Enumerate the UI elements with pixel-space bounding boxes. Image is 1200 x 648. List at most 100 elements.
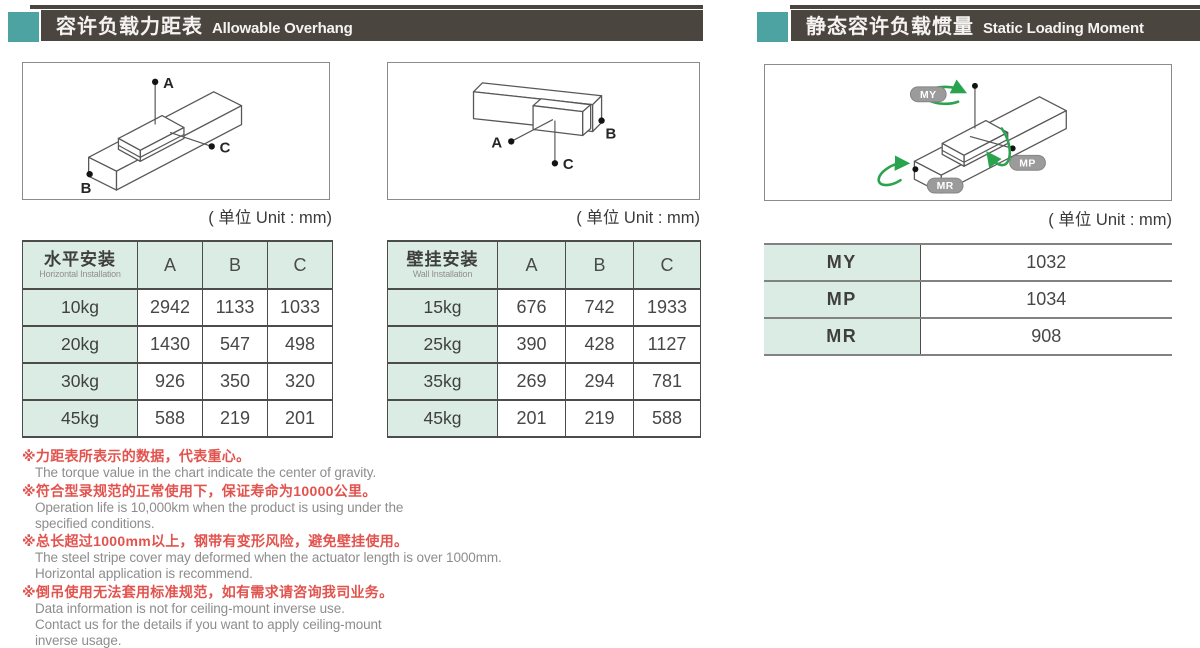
- dim-point-a: [151, 78, 159, 86]
- table-row: 45kg 201 219 588: [387, 399, 701, 438]
- dim-label-b: B: [81, 181, 92, 197]
- load-cell: 15kg: [387, 288, 498, 327]
- note-zh-line: ※倒吊使用无法套用标准规范，如有需求请咨询我司业务。: [22, 583, 394, 600]
- load-cell: 45kg: [387, 399, 498, 438]
- load-cell: 30kg: [22, 362, 138, 401]
- load-cell: 35kg: [387, 362, 498, 401]
- value-cell: 742: [565, 288, 634, 327]
- value-cell: 428: [565, 325, 634, 364]
- value-cell: 390: [497, 325, 566, 364]
- dim-point-b: [86, 171, 93, 178]
- diagram-loading-moment: MY MP MR: [764, 64, 1172, 201]
- value-cell: 498: [267, 325, 333, 364]
- header-static-loading-moment: 静态容许负载惯量 Static Loading Moment: [791, 10, 1200, 41]
- table-wall-installation: 壁挂安装 Wall Installation A B C 15kg 676 74…: [387, 240, 701, 438]
- value-cell: 320: [267, 362, 333, 401]
- rotation-arrow-mr: [877, 155, 911, 187]
- table-header-zh: 壁挂安装: [406, 250, 479, 269]
- dim-label-c: C: [563, 157, 574, 173]
- dim-point-b: [598, 117, 605, 124]
- value-cell: 219: [202, 399, 268, 438]
- value-cell: 294: [565, 362, 634, 401]
- note-en-line: inverse usage.: [35, 632, 122, 648]
- badge-mp-label: MP: [1019, 158, 1036, 169]
- load-cell: 20kg: [22, 325, 138, 364]
- table-header-en: Wall Installation: [412, 269, 473, 279]
- header-right-accent-square: [757, 12, 788, 42]
- unit-label-horizontal: ( 单位 Unit : mm): [208, 209, 332, 227]
- load-cell: 10kg: [22, 288, 138, 327]
- header-left-title-en: Allowable Overhang: [212, 20, 353, 37]
- wall-actuator-drawing: A C B: [472, 82, 617, 173]
- badge-mr: [926, 177, 964, 194]
- table-row: 35kg 269 294 781: [387, 362, 701, 401]
- value-cell: 588: [633, 399, 701, 438]
- value-cell: 269: [497, 362, 566, 401]
- table-horizontal-installation: 水平安装 Horizontal Installation A B C 10kg …: [22, 240, 333, 438]
- note-en-line: Contact us for the details if you want t…: [35, 616, 382, 632]
- footnotes: ※力距表所表示的数据，代表重心。 The torque value in the…: [22, 446, 582, 648]
- value-cell: 1033: [267, 288, 333, 327]
- unit-label-wall: ( 单位 Unit : mm): [576, 209, 700, 227]
- note-zh-line: ※符合型录规范的正常使用下，保证寿命为10000公里。: [22, 482, 377, 499]
- value-cell: 547: [202, 325, 268, 364]
- value-cell: 1127: [633, 325, 701, 364]
- table-row: MY 1032: [764, 243, 1172, 282]
- value-cell: 350: [202, 362, 268, 401]
- value-cell: 588: [137, 399, 203, 438]
- table-row: MR 908: [764, 317, 1172, 356]
- table-row: 10kg 2942 1133 1033: [22, 288, 333, 327]
- header-left-topline: [30, 5, 703, 9]
- dim-label-c: C: [220, 140, 231, 156]
- col-header-a: A: [497, 240, 566, 290]
- table-row: 25kg 390 428 1127: [387, 325, 701, 364]
- value-cell: 926: [137, 362, 203, 401]
- dim-point-c: [551, 160, 559, 167]
- badge-my: [909, 86, 947, 103]
- table-row: 15kg 676 742 1933: [387, 288, 701, 327]
- table-row: 20kg 1430 547 498: [22, 325, 333, 364]
- horizontal-actuator-drawing: A C B: [81, 76, 243, 197]
- table-row: 45kg 588 219 201: [22, 399, 333, 438]
- value-cell: 2942: [137, 288, 203, 327]
- header-allowable-overhang: 容许负载力距表 Allowable Overhang: [41, 10, 703, 41]
- moment-label-cell: MP: [764, 280, 921, 319]
- note-en-line: The steel stripe cover may deformed when…: [35, 550, 502, 566]
- note-en-line: The torque value in the chart indicate t…: [35, 465, 377, 480]
- dim-label-a: A: [163, 76, 174, 92]
- table-loading-moment: MY 1032 MP 1034 MR 908: [764, 243, 1172, 356]
- header-right-title-en: Static Loading Moment: [983, 20, 1144, 37]
- header-right-title-zh: 静态容许负载惯量: [806, 16, 974, 38]
- badge-mr-label: MR: [937, 181, 954, 192]
- value-cell: 201: [497, 399, 566, 438]
- header-left-title-zh: 容许负载力距表: [56, 16, 203, 38]
- load-cell: 25kg: [387, 325, 498, 364]
- dim-label-a: A: [491, 135, 502, 151]
- table-header-wall: 壁挂安装 Wall Installation: [387, 240, 498, 290]
- table-row: 30kg 926 350 320: [22, 362, 333, 401]
- table-header-horizontal: 水平安装 Horizontal Installation: [22, 240, 138, 290]
- col-header-b: B: [565, 240, 634, 290]
- value-cell: 1133: [202, 288, 268, 327]
- note-en-line: Horizontal application is recommend.: [35, 566, 253, 582]
- diagram-horizontal-installation: A C B: [22, 62, 330, 200]
- table-header-en: Horizontal Installation: [39, 269, 121, 279]
- note-zh-line: ※总长超过1000mm以上，钢带有变形风险，避免壁挂使用。: [22, 533, 409, 550]
- header-right-topline: [790, 5, 1200, 9]
- header-left-accent-square: [8, 12, 39, 42]
- moment-value-cell: 1034: [920, 280, 1172, 319]
- axis-point-my: [971, 82, 978, 89]
- axis-point-mr: [912, 166, 919, 173]
- diagram-wall-installation: A C B: [387, 62, 700, 200]
- value-cell: 201: [267, 399, 333, 438]
- moment-label-cell: MY: [764, 243, 921, 282]
- note-en-line: Data information is not for ceiling-moun…: [35, 600, 345, 616]
- col-header-c: C: [633, 240, 701, 290]
- moment-value-cell: 1032: [920, 243, 1172, 282]
- moment-actuator-drawing: MY MP MR: [877, 79, 1067, 194]
- moment-value-cell: 908: [920, 317, 1172, 356]
- axis-point-mp: [1009, 145, 1016, 152]
- value-cell: 1430: [137, 325, 203, 364]
- value-cell: 676: [497, 288, 566, 327]
- dim-label-b: B: [606, 126, 617, 142]
